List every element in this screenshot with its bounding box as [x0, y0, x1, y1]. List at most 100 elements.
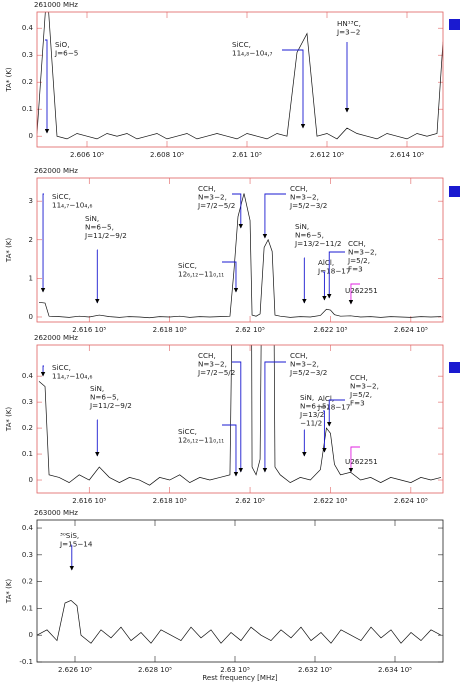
annotation: U262251 — [345, 283, 378, 305]
annotation-arrow — [262, 193, 286, 239]
x-tick-label: 2.612 10⁵ — [310, 151, 344, 159]
y-tick-label: 0.3 — [22, 51, 33, 59]
annotation-text: HN¹³C, — [337, 19, 361, 28]
annotation: AlCl,J=18−17 — [317, 394, 350, 453]
annotation-arrow — [348, 283, 360, 305]
annotation: CCH,N=3−2,J=5/2−3/2 — [262, 351, 327, 473]
annotation-text: CCH, — [198, 351, 216, 360]
annotation-text: SiCC, — [232, 40, 251, 49]
spectrum-line — [38, 193, 442, 319]
annotation-text: 11₄,₇−10₄,₆ — [52, 372, 93, 381]
y-axis-label: TA* (K) — [5, 407, 13, 433]
plot-frame — [36, 11, 444, 148]
annotation-text: SiCC, — [52, 192, 71, 201]
annotation-text: F=3 — [350, 399, 365, 408]
annotation-text: SiCC, — [178, 261, 197, 270]
y-tick-label: 0.3 — [22, 551, 33, 559]
annotation: AlCl,J=18−17 — [317, 258, 350, 301]
annotation: SiCC,11₄,₇−10₄,₆ — [40, 192, 93, 293]
y-tick-label: 0 — [29, 313, 33, 321]
x-tick-label: 2.606 10⁵ — [70, 151, 104, 159]
annotation-text: U262251 — [345, 286, 378, 295]
annotation-text: 12₆,₁₂−11₀,₁₁ — [178, 436, 224, 445]
marker-square — [449, 186, 460, 197]
annotation-text: SiN, — [90, 384, 104, 393]
annotation-text: N=3−2, — [198, 193, 227, 202]
y-tick-label: 0.2 — [22, 78, 33, 86]
x-axis-label: Rest frequency [MHz] — [202, 674, 278, 682]
annotation: U262251 — [345, 446, 378, 473]
annotation-text: N=6−5, — [300, 402, 329, 411]
spectrum-line — [38, 345, 442, 486]
annotation: SiN,N=6−5,J=11/2−9/2 — [89, 384, 132, 457]
y-axis-label: TA* (K) — [5, 67, 13, 93]
x-tick-label: 2.634 10⁵ — [378, 666, 412, 674]
annotation-text: SiCC, — [178, 427, 197, 436]
panel-title: 262000 MHz — [34, 167, 78, 175]
y-tick-label: 0.4 — [22, 24, 34, 32]
annotation-text: J=11/2−9/2 — [89, 401, 132, 410]
y-tick-label: -0.1 — [19, 658, 33, 666]
annotation-text: N=3−2, — [290, 360, 319, 369]
annotation: CCH,N=3−2,J=7/2−5/2 — [197, 351, 244, 473]
y-tick-label: 0.2 — [22, 578, 33, 586]
annotation-text: CCH, — [290, 351, 308, 360]
annotation-text: CCH, — [198, 184, 216, 193]
annotation-text: N=3−2, — [350, 382, 379, 391]
annotation-text: N=3−2, — [290, 193, 319, 202]
x-tick-label: 2.622 10⁵ — [313, 326, 347, 334]
y-tick-label: 0 — [29, 631, 33, 639]
annotation-text: N=6−5, — [85, 223, 114, 232]
panel-title: 261000 MHz — [34, 1, 78, 9]
annotation-text: 11₄,₇−10₄,₆ — [52, 201, 93, 210]
x-tick-label: 2.632 10⁵ — [298, 666, 332, 674]
x-tick-label: 2.624 10⁵ — [394, 326, 428, 334]
y-tick-label: 0.4 — [22, 372, 34, 380]
panel-title: 263000 MHz — [34, 509, 78, 517]
annotation: SiN,N=6−5,J=13/2−11/2 — [299, 393, 329, 457]
annotation-text: J=13/2−11/2 — [294, 239, 341, 248]
spectrum-line — [37, 599, 442, 644]
plot-frame — [36, 177, 444, 323]
annotation-text: J=5/2−3/2 — [289, 201, 327, 210]
annotation-text: CCH, — [348, 239, 366, 248]
annotation-arrow — [326, 251, 345, 299]
annotation: ³⁰SiS,J=15−14 — [59, 531, 93, 571]
annotation-text: SiN, — [300, 393, 314, 402]
annotation-arrow — [322, 410, 327, 453]
x-tick-label: 2.622 10⁵ — [313, 497, 347, 505]
x-tick-label: 2.62 10⁵ — [235, 497, 265, 505]
y-tick-label: 0.1 — [22, 105, 33, 113]
annotation-arrow — [222, 261, 239, 293]
annotation: SiCC,11₄,₇−10₄,₆ — [40, 363, 93, 381]
y-tick-label: 0.2 — [22, 424, 33, 432]
x-tick-label: 2.63 10⁵ — [220, 666, 250, 674]
annotation-arrow — [232, 361, 244, 473]
y-tick-label: 0 — [29, 132, 33, 140]
annotation-arrow — [40, 365, 46, 377]
annotation-text: J=6−5 — [54, 49, 78, 58]
x-tick-label: 2.628 10⁵ — [138, 666, 172, 674]
annotation-text: U262251 — [345, 457, 378, 466]
annotation-text: ³⁰SiS, — [60, 531, 79, 540]
annotation-text: −11/2 — [300, 419, 322, 428]
y-tick-label: 3 — [29, 197, 33, 205]
annotation-text: N=6−5, — [295, 231, 324, 240]
y-axis-label: TA* (K) — [5, 579, 13, 605]
annotation-text: J=7/2−5/2 — [197, 368, 235, 377]
annotation-text: J=13/2 — [299, 410, 324, 419]
annotation: CCH,N=3−2,J=5/2−3/2 — [262, 184, 327, 239]
y-tick-label: 2 — [29, 236, 33, 244]
x-tick-label: 2.608 10⁵ — [150, 151, 184, 159]
y-tick-label: 0.1 — [22, 604, 33, 612]
annotation-arrow — [322, 271, 327, 301]
annotation-text: F=3 — [348, 265, 363, 274]
annotation-text: 12₆,₁₂−11₀,₁₁ — [178, 270, 224, 279]
annotation-text: SiO, — [55, 40, 70, 49]
y-tick-label: 0 — [29, 476, 33, 484]
annotation-text: AlCl, — [318, 394, 334, 403]
annotation-text: SiN, — [85, 214, 99, 223]
annotation-arrow — [348, 446, 360, 473]
marker-square — [449, 19, 460, 30]
